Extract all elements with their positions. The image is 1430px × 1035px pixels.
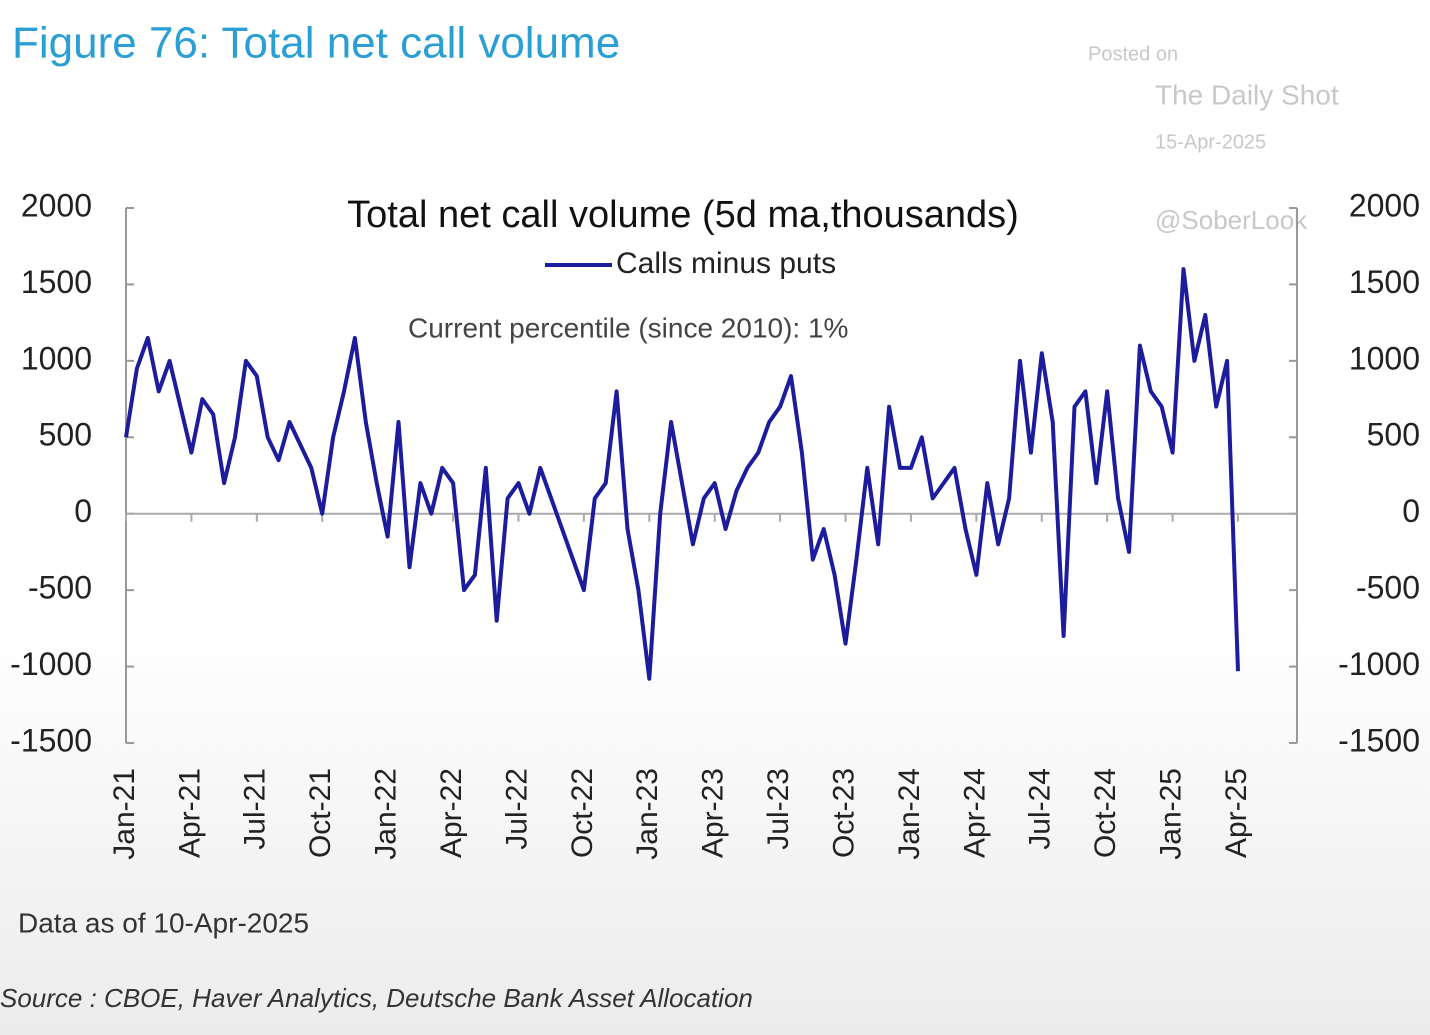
x-tick-label: Jul-21 xyxy=(239,768,272,850)
x-tick-label: Jan-25 xyxy=(1155,768,1188,860)
y2-tick-label: -1500 xyxy=(1338,722,1420,758)
x-tick-label: Apr-23 xyxy=(697,768,730,858)
y2-tick-label: -1000 xyxy=(1338,646,1420,682)
x-tick-label: Jan-24 xyxy=(893,768,926,860)
footnote: Data as of 10-Apr-2025 xyxy=(18,907,309,938)
x-tick-label: Jul-22 xyxy=(500,768,533,850)
y-tick-label: -500 xyxy=(28,570,92,606)
y2-tick-label: 1000 xyxy=(1349,340,1420,376)
y2-tick-label: 0 xyxy=(1402,493,1420,529)
x-tick-label: Oct-24 xyxy=(1089,768,1122,858)
watermark: Posted on xyxy=(1088,43,1178,65)
figure-title: Figure 76: Total net call volume xyxy=(12,19,620,68)
x-tick-label: Jan-22 xyxy=(370,768,403,860)
x-tick-label: Oct-21 xyxy=(304,768,337,858)
y2-tick-label: -500 xyxy=(1356,570,1420,606)
x-tick-label: Jan-21 xyxy=(108,768,141,860)
y-tick-label: 2000 xyxy=(21,187,92,223)
x-tick-label: Apr-24 xyxy=(958,768,991,858)
x-tick-label: Jan-23 xyxy=(631,768,664,860)
y-tick-label: 0 xyxy=(74,493,92,529)
x-tick-label: Apr-21 xyxy=(173,768,206,858)
watermark: @SoberLook xyxy=(1155,205,1308,235)
source: Source : CBOE, Haver Analytics, Deutsche… xyxy=(0,983,753,1013)
y2-tick-label: 2000 xyxy=(1349,187,1420,223)
chart-title: Total net call volume (5d ma,thousands) xyxy=(347,194,1019,236)
y-tick-label: -1000 xyxy=(10,646,92,682)
y2-tick-label: 1500 xyxy=(1349,264,1420,300)
watermark: 15-Apr-2025 xyxy=(1155,131,1266,153)
watermark: The Daily Shot xyxy=(1155,79,1339,110)
x-tick-label: Jul-24 xyxy=(1024,768,1057,850)
y-tick-label: 1000 xyxy=(21,340,92,376)
legend-label: Calls minus puts xyxy=(616,247,836,280)
x-tick-label: Jul-23 xyxy=(762,768,795,850)
y-tick-label: 500 xyxy=(39,417,92,453)
x-tick-label: Apr-22 xyxy=(435,768,468,858)
x-tick-label: Oct-22 xyxy=(566,768,599,858)
y-tick-label: -1500 xyxy=(10,722,92,758)
x-tick-label: Oct-23 xyxy=(827,768,860,858)
x-tick-label: Apr-25 xyxy=(1220,768,1253,858)
y-tick-label: 1500 xyxy=(21,264,92,300)
series-line xyxy=(124,267,1240,681)
annotation: Current percentile (since 2010): 1% xyxy=(408,312,848,343)
y2-tick-label: 500 xyxy=(1367,417,1420,453)
